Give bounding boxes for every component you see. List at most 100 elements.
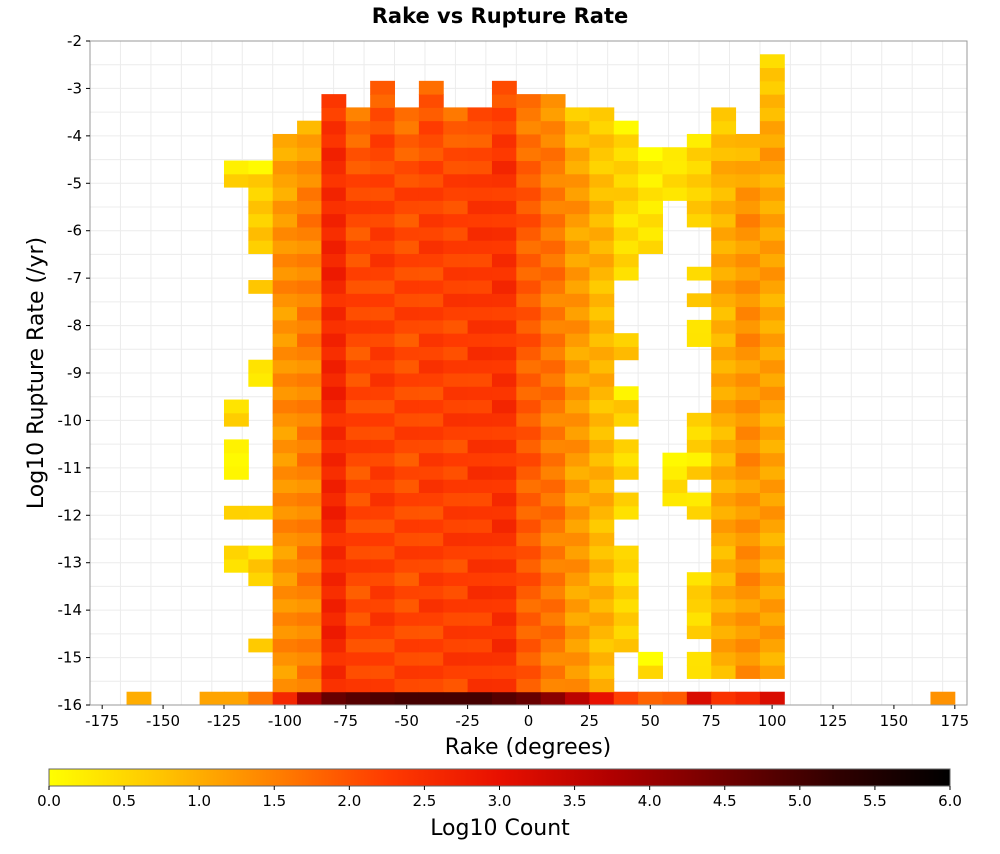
x-tick-label: 0 [524, 712, 534, 730]
heatmap-cell [418, 439, 444, 454]
heatmap-cell [686, 598, 712, 613]
heatmap-cell [516, 373, 542, 387]
heatmap-cell [711, 306, 737, 321]
heatmap-cell [589, 147, 615, 162]
heatmap-cell [589, 412, 615, 427]
heatmap-cell [394, 173, 420, 188]
heatmap-cell [443, 160, 469, 175]
heatmap-cell [613, 333, 639, 347]
heatmap-cell [735, 333, 761, 347]
y-tick-label: -2 [67, 32, 82, 50]
heatmap-cell [467, 147, 493, 162]
heatmap-cell [589, 107, 615, 122]
heatmap-cell [394, 572, 420, 586]
heatmap-cell [711, 598, 737, 613]
heatmap-cell [394, 266, 420, 281]
heatmap-cell [443, 572, 469, 586]
heatmap-cell [613, 399, 639, 414]
heatmap-cell [613, 386, 639, 401]
heatmap-cell [345, 479, 371, 494]
heatmap-cell [297, 585, 322, 600]
heatmap-cell [394, 306, 420, 321]
heatmap-cell [759, 638, 785, 653]
heatmap-cell [345, 240, 371, 254]
heatmap-cell [686, 691, 712, 705]
heatmap-cell [345, 651, 371, 666]
heatmap-cell [516, 280, 542, 294]
heatmap-cell [272, 319, 298, 334]
heatmap-cell [297, 598, 322, 613]
heatmap-cell [370, 532, 396, 547]
heatmap-cell [589, 492, 615, 507]
heatmap-cell [759, 253, 785, 268]
y-tick-label: -7 [67, 269, 82, 287]
heatmap-cell [589, 691, 615, 705]
heatmap-cell [759, 545, 785, 560]
heatmap-cell [589, 386, 615, 401]
heatmap-cell [443, 625, 469, 640]
heatmap-cell [711, 359, 737, 374]
heatmap-cell [711, 373, 737, 387]
heatmap-cell [516, 306, 542, 321]
heatmap-cell [321, 532, 347, 547]
heatmap-cell [467, 426, 493, 440]
heatmap-cell [613, 173, 639, 188]
heatmap-cell [759, 187, 785, 201]
heatmap-cell [613, 160, 639, 175]
heatmap-cell [540, 359, 566, 374]
heatmap-cell [345, 173, 371, 188]
heatmap-cell [394, 160, 420, 175]
heatmap-cell [321, 359, 347, 374]
heatmap-cell [565, 665, 590, 679]
heatmap-cell [686, 147, 712, 162]
heatmap-cell [297, 545, 322, 560]
heatmap-cell [662, 160, 688, 175]
heatmap-cell [418, 665, 444, 679]
heatmap-cell [565, 465, 590, 480]
heatmap-cell [540, 200, 566, 215]
heatmap-cell [443, 200, 469, 215]
heatmap-cell [589, 226, 615, 241]
heatmap-cell [735, 598, 761, 613]
heatmap-cell [370, 678, 396, 693]
heatmap-cell [467, 479, 493, 494]
heatmap-cell [418, 492, 444, 507]
heatmap-cell [491, 572, 517, 586]
heatmap-cell [565, 253, 590, 268]
heatmap-cell [443, 213, 469, 228]
heatmap-cell [370, 399, 396, 414]
heatmap-cell [370, 187, 396, 201]
heatmap-cell [686, 266, 712, 281]
heatmap-cell [711, 240, 737, 254]
heatmap-cell [272, 373, 298, 387]
heatmap-cell [467, 226, 493, 241]
heatmap-cell [589, 160, 615, 175]
heatmap-cell [516, 293, 542, 308]
heatmap-cell [297, 319, 322, 334]
heatmap-cell [272, 479, 298, 494]
heatmap-cell [370, 107, 396, 122]
heatmap-cell [638, 213, 663, 228]
heatmap-cell [711, 625, 737, 640]
heatmap-cell [565, 386, 590, 401]
heatmap-cell [297, 625, 322, 640]
heatmap-cell [297, 253, 322, 268]
heatmap-cell [370, 439, 396, 454]
heatmap-cell [516, 133, 542, 148]
heatmap-cell [418, 226, 444, 241]
heatmap-cell [589, 585, 615, 600]
heatmap-cell [638, 200, 663, 215]
heatmap-cell [565, 266, 590, 281]
heatmap-cell [223, 465, 249, 480]
heatmap-cell [540, 612, 566, 626]
y-axis-ticks: -2 -3 -4 -5 -6 -7 -8 -9 -10 -11 -12 -13 -14 -15 -16 [58, 32, 90, 714]
heatmap-cell [345, 306, 371, 321]
heatmap-cell [345, 665, 371, 679]
heatmap-cell [759, 439, 785, 454]
heatmap-cell [711, 120, 737, 135]
heatmap-cell [662, 187, 688, 201]
heatmap-cell [394, 386, 420, 401]
heatmap-cell [516, 399, 542, 414]
heatmap-cell [540, 452, 566, 467]
